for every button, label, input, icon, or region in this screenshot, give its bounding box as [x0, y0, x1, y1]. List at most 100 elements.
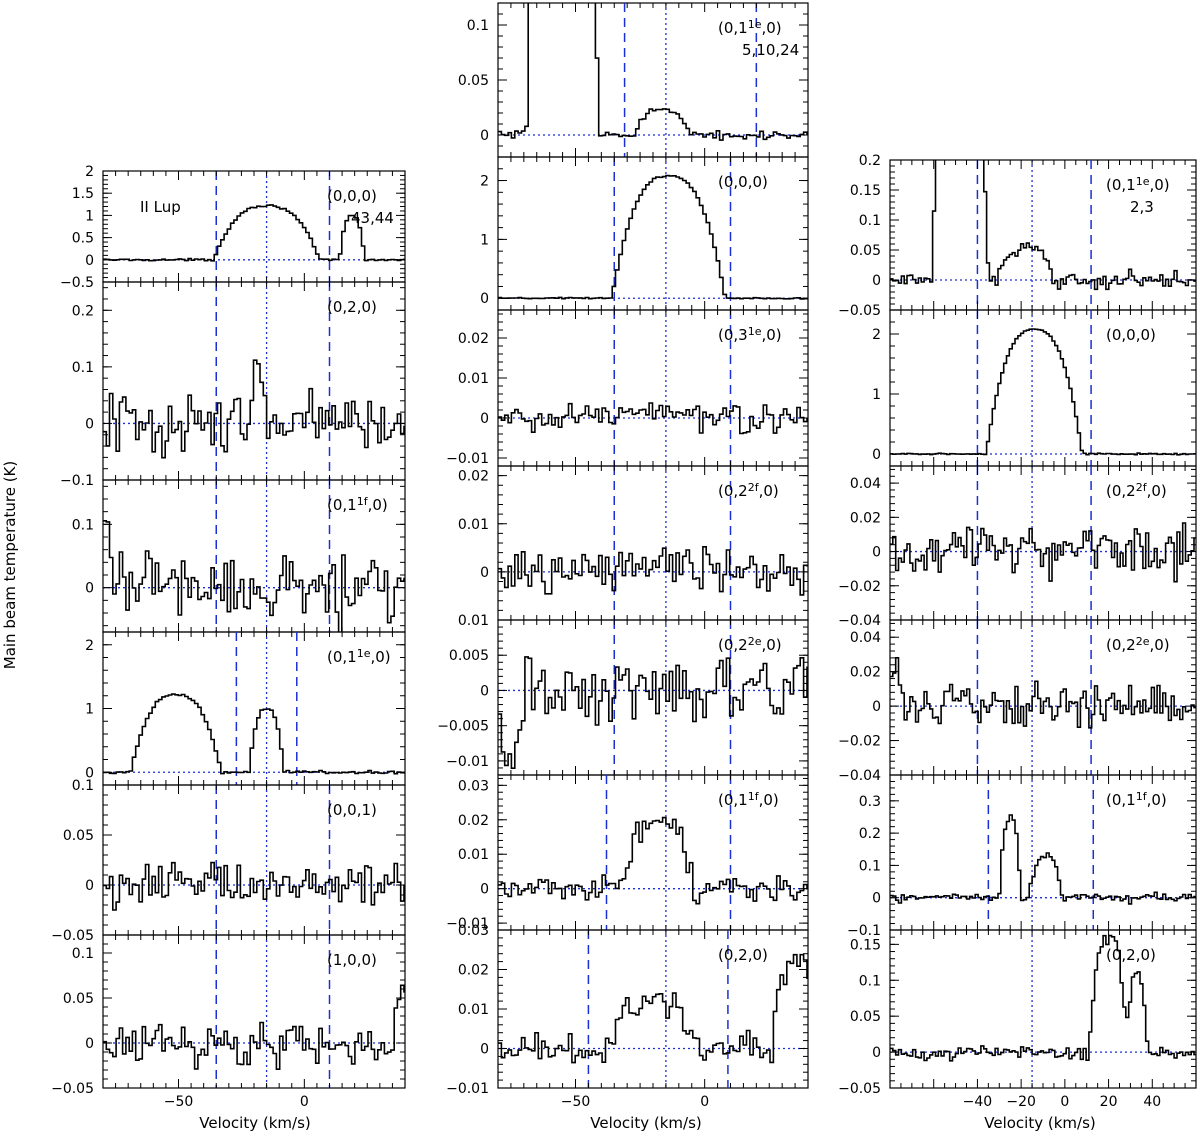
panel-c3-p3: −0.04 −0.02 0 0.02 0.04 (0,22f,0)	[838, 465, 1197, 629]
spectrum-line	[498, 953, 808, 1064]
panel-c3-p2: 0 1 2 (0,0,0)	[872, 309, 1197, 467]
panel-c3-p6: −0.05 0 0.05 0.1 0.15 (0,2,0) −40 −20 0 20 40	[838, 929, 1197, 1110]
panel-transition-label: (0,11f,0)	[718, 790, 779, 809]
spectra-plots: −0.500.511.52(0,0,0)43,44−0.100.10.2 (0,2…	[51, 2, 1197, 1110]
spectrum-line	[890, 657, 1196, 729]
spectrum-line	[498, 3, 808, 141]
y-tick-label: −0.05	[51, 1081, 94, 1097]
y-tick-label: 0.01	[458, 613, 489, 629]
panel-transition-label: (0,11f,0)	[327, 495, 388, 514]
y-tick-label: 0.1	[72, 946, 94, 962]
panel-transition-label: (0,2,0)	[718, 946, 768, 964]
y-tick-label: 0	[480, 291, 489, 307]
panel-c2-p3: −0.01 0 0.01 0.02 (0,31e,0)	[446, 309, 809, 467]
panel-transition-label: (0,2,0)	[327, 298, 377, 316]
y-tick-label: −0.05	[838, 303, 881, 319]
y-tick-label: 0.04	[850, 630, 881, 646]
label-tail: ,0)	[1150, 176, 1170, 194]
panel-transition-label: (0,0,0)	[718, 173, 768, 191]
y-tick-label: −0.05	[51, 928, 94, 944]
y-tick-label: −0.01	[446, 1081, 489, 1097]
y-tick-label: 0	[480, 128, 489, 144]
y-tick-label: 0	[480, 411, 489, 427]
label-tail: ,0)	[1147, 791, 1167, 809]
y-tick-label: 0.2	[859, 153, 881, 169]
spectrum-line	[498, 816, 808, 905]
x-axis-label-col2: Velocity (km/s)	[590, 1114, 701, 1132]
x-tick-label: 20	[1100, 1094, 1118, 1110]
panel-transition-label: (0,11e,0)	[327, 647, 391, 666]
y-tick-label: 0.1	[859, 973, 881, 989]
y-tick-label: 0.01	[458, 517, 489, 533]
y-tick-label: 0.02	[458, 963, 489, 979]
y-tick-label: 0	[85, 765, 94, 781]
y-tick-label: 0.02	[458, 813, 489, 829]
spectrum-line	[890, 328, 1196, 456]
panel-c1-p2: −0.1 0 0.1 0.2 (0,2,0)	[60, 281, 406, 489]
panel-c1-p3: 0 0.1 (0,11f,0)	[72, 479, 406, 633]
x-axis-label-col3: Velocity (km/s)	[984, 1114, 1095, 1132]
panel-c3-p5: −0.1 0 0.1 0.2 0.3 (0,11f,0)	[847, 774, 1197, 939]
panel-transition-label: (0,22e,0)	[718, 635, 782, 654]
y-tick-label: 0.05	[458, 73, 489, 89]
y-tick-label: −0.01	[446, 754, 489, 770]
label-superscript: 2f	[1136, 481, 1148, 494]
label-superscript: 2e	[748, 635, 762, 648]
x-tick-label: 0	[300, 1094, 309, 1110]
source-label: II Lup	[140, 198, 181, 216]
label-tail: ,0)	[371, 648, 391, 666]
label-tail: ,0)	[762, 326, 782, 344]
y-tick-label: 0.1	[72, 778, 94, 794]
panel-transition-label: (0,11e,0)	[1106, 175, 1170, 194]
y-tick-label: 0.15	[850, 937, 881, 953]
y-tick-label: 0.2	[859, 826, 881, 842]
y-tick-label: −0.04	[838, 768, 881, 784]
y-tick-label: 2	[872, 327, 881, 343]
label-superscript: 2e	[1136, 635, 1150, 648]
panel-transition-label: (0,22f,0)	[718, 481, 779, 500]
y-tick-label: 0	[872, 891, 881, 907]
y-tick-label: 0	[480, 1042, 489, 1058]
y-tick-label: −0.02	[838, 734, 881, 750]
spectrum-line	[103, 693, 405, 775]
y-tick-label: 0.01	[458, 371, 489, 387]
y-tick-label: −0.02	[838, 579, 881, 595]
panel-c2-p7: −0.01 0 0.01 0.02 0.03 (0,2,0) −50 0	[446, 923, 809, 1110]
spectrum-line	[103, 359, 405, 459]
label-superscript: 1f	[357, 495, 369, 508]
panel-transition-label: (0,0,1)	[327, 801, 377, 819]
x-tick-label: 0	[1060, 1094, 1069, 1110]
y-tick-label: 1.5	[72, 186, 94, 202]
y-tick-label: 0.05	[850, 243, 881, 259]
y-tick-label: 0	[85, 253, 94, 269]
label-tail: ,0)	[1150, 636, 1170, 654]
label-tail: ,0)	[368, 496, 388, 514]
panel-c1-p4: 0 1 2 (0,11e,0)	[85, 631, 406, 786]
y-tick-label: 0	[872, 273, 881, 289]
y-tick-label: −0.01	[446, 916, 489, 932]
panel-c3-p4: −0.04 −0.02 0 0.02 0.04 (0,22e,0)	[838, 619, 1197, 784]
y-tick-label: −0.005	[437, 719, 489, 735]
panel-transition-label: (1,0,0)	[327, 951, 377, 969]
label-superscript: 1e	[748, 18, 762, 31]
x-axis-label-col1: Velocity (km/s)	[199, 1114, 310, 1132]
spectrum-line	[103, 520, 405, 632]
y-tick-label: −0.1	[847, 923, 881, 939]
y-tick-label: 0.03	[458, 923, 489, 939]
panel-c1-p5: −0.05 0 0.05 0.1 (0,0,1)	[51, 778, 406, 944]
y-tick-label: 0	[85, 416, 94, 432]
x-tick-label: 0	[700, 1094, 709, 1110]
y-tick-label: 0.1	[72, 517, 94, 533]
spectrum-line	[890, 814, 1196, 905]
label-superscript: 1f	[748, 790, 760, 803]
panel-transition-label: (0,11e,0)	[718, 18, 782, 37]
y-tick-label: 0.05	[850, 1009, 881, 1025]
label-tail: ,0)	[1147, 482, 1167, 500]
y-tick-label: 0.05	[63, 991, 94, 1007]
x-tick-label: 40	[1143, 1094, 1161, 1110]
panel-c1-p1: −0.5 0 0.5 1 1.5 2 (0,0,0) 43,44	[60, 164, 406, 291]
label-superscript: 1f	[1136, 790, 1148, 803]
spectrum-line	[890, 522, 1196, 583]
y-tick-label: 0	[85, 1036, 94, 1052]
